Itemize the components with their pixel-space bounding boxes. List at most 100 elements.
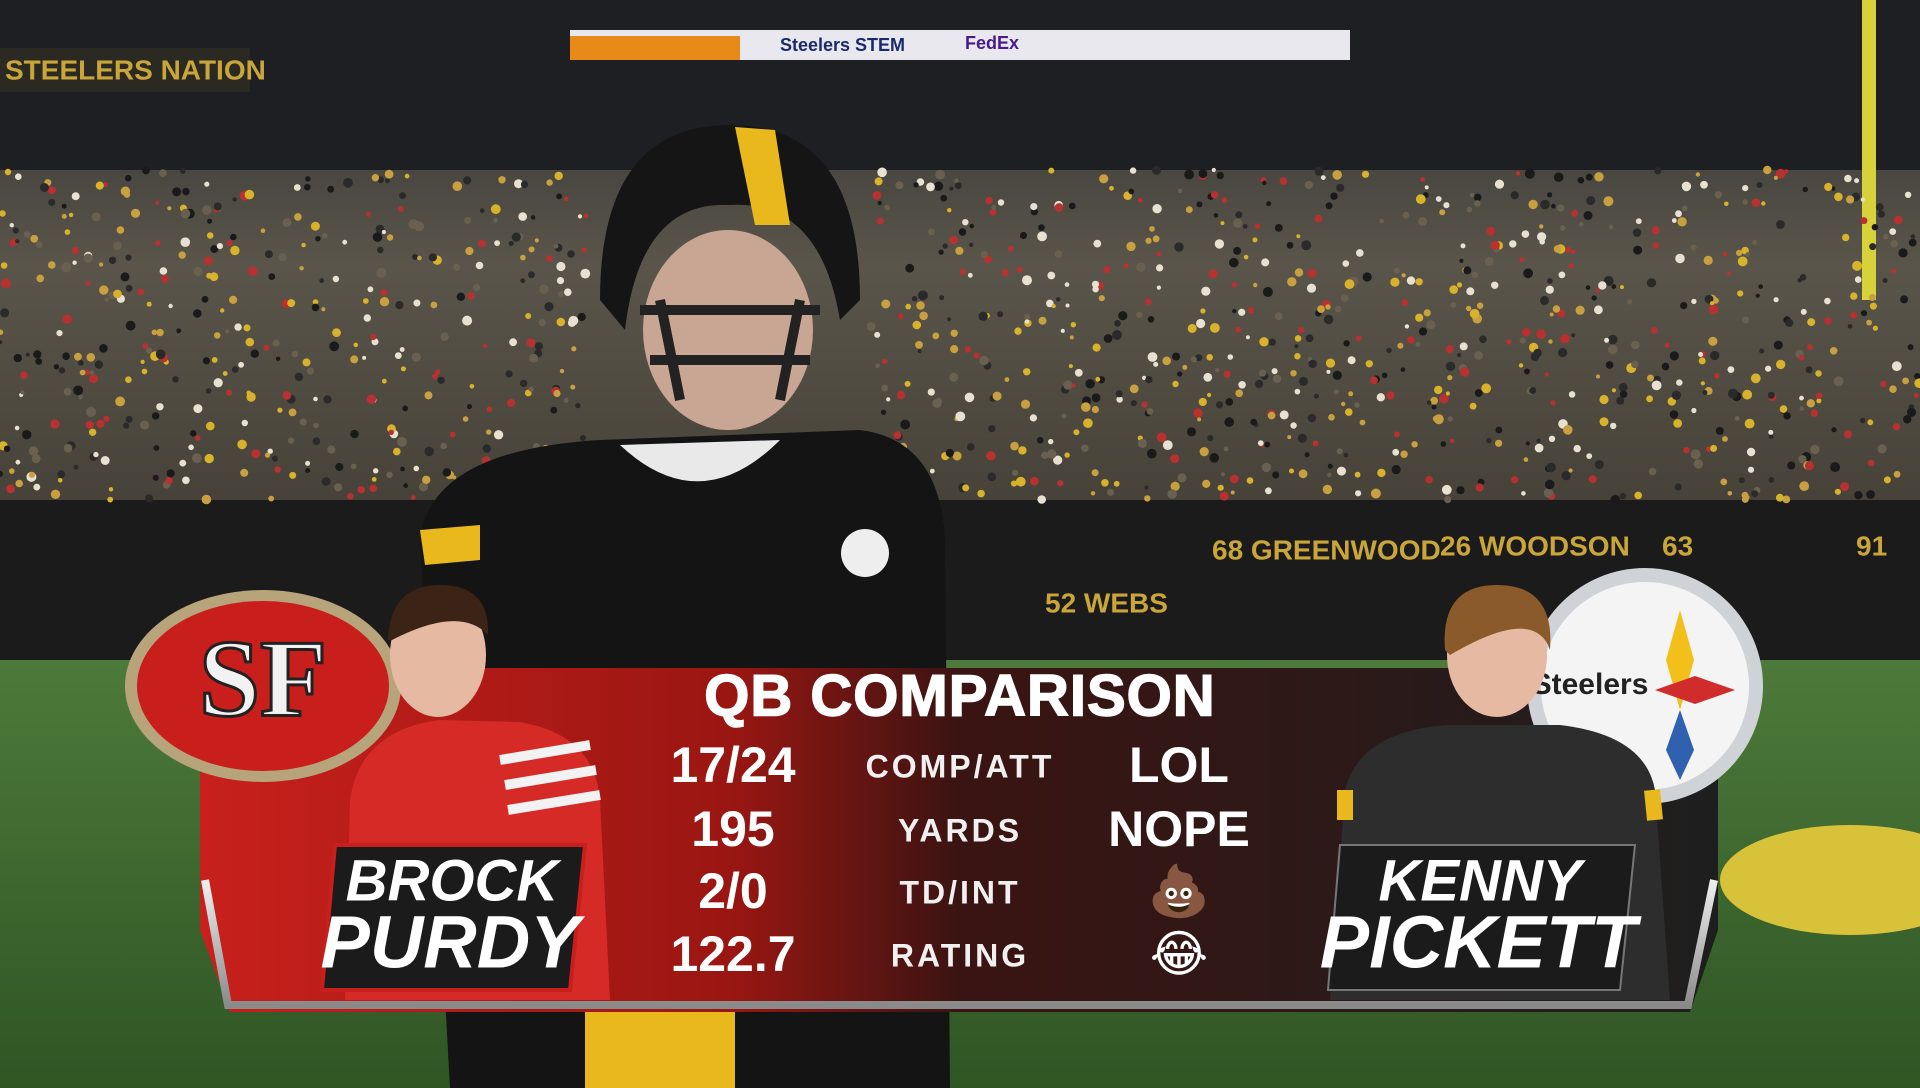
fan bbox=[1773, 297, 1779, 303]
fan bbox=[1691, 407, 1697, 414]
fan bbox=[1824, 182, 1833, 192]
fan bbox=[1898, 248, 1908, 258]
fan bbox=[1631, 340, 1640, 350]
fan bbox=[575, 402, 581, 409]
fan bbox=[1010, 480, 1018, 487]
fan bbox=[1370, 488, 1381, 499]
fan bbox=[1046, 299, 1054, 308]
fan bbox=[1411, 441, 1418, 448]
fan bbox=[1328, 414, 1335, 421]
fan bbox=[1510, 191, 1519, 200]
fan bbox=[1806, 399, 1816, 408]
fan bbox=[234, 323, 242, 331]
fan bbox=[1810, 409, 1819, 417]
fan bbox=[1860, 217, 1868, 225]
fan bbox=[881, 299, 891, 309]
fan bbox=[226, 389, 233, 396]
fan bbox=[1599, 417, 1609, 427]
fan bbox=[146, 301, 152, 307]
fan bbox=[1703, 255, 1713, 265]
fan bbox=[1904, 191, 1912, 198]
fan bbox=[370, 333, 377, 341]
fan bbox=[1061, 413, 1067, 419]
fan bbox=[86, 407, 97, 417]
fan bbox=[36, 274, 44, 283]
fan bbox=[1815, 392, 1823, 400]
team-logo bbox=[137, 601, 389, 771]
fan bbox=[1661, 362, 1670, 371]
fan bbox=[1495, 439, 1503, 447]
fan bbox=[1603, 276, 1614, 286]
fan bbox=[1010, 441, 1019, 451]
fan bbox=[529, 353, 539, 363]
fan bbox=[1474, 389, 1483, 397]
fan bbox=[1307, 268, 1317, 278]
fan bbox=[35, 241, 43, 248]
fan bbox=[1099, 174, 1109, 184]
fan bbox=[905, 303, 911, 310]
fan bbox=[1893, 215, 1903, 225]
fan bbox=[912, 320, 922, 330]
fan bbox=[1322, 484, 1333, 495]
fan bbox=[550, 406, 558, 414]
player-first-name: BROCK bbox=[346, 848, 563, 913]
fan bbox=[1785, 318, 1794, 327]
fan bbox=[1177, 188, 1183, 194]
fan bbox=[1206, 354, 1213, 361]
fan bbox=[1722, 436, 1728, 442]
fan bbox=[1850, 292, 1858, 300]
fan bbox=[1149, 226, 1155, 232]
fan bbox=[1219, 491, 1229, 501]
fan bbox=[1776, 220, 1785, 229]
fan bbox=[1415, 278, 1423, 286]
fan bbox=[1081, 444, 1089, 452]
fan bbox=[166, 469, 175, 478]
hypocycloid bbox=[1655, 676, 1735, 704]
fan bbox=[1425, 475, 1433, 484]
fan bbox=[1342, 260, 1350, 267]
fan bbox=[1107, 488, 1115, 496]
fan bbox=[294, 372, 304, 381]
fan bbox=[1068, 202, 1076, 210]
fan bbox=[1877, 210, 1885, 218]
fan bbox=[1245, 335, 1250, 340]
fan bbox=[73, 385, 83, 396]
fan bbox=[1726, 271, 1732, 276]
helmet bbox=[600, 125, 860, 330]
fan bbox=[440, 442, 447, 450]
fan bbox=[1882, 278, 1888, 283]
fan bbox=[1172, 352, 1181, 361]
fan bbox=[932, 398, 942, 408]
fan bbox=[93, 451, 99, 458]
fan bbox=[967, 272, 973, 278]
fan bbox=[935, 169, 945, 180]
fan bbox=[275, 356, 281, 361]
fan bbox=[479, 208, 485, 213]
fan bbox=[1783, 412, 1791, 420]
fan bbox=[413, 299, 421, 307]
fan bbox=[508, 240, 514, 247]
fan bbox=[954, 182, 962, 190]
fan bbox=[79, 369, 86, 376]
fan bbox=[120, 272, 130, 282]
fan bbox=[950, 329, 958, 337]
fan bbox=[1594, 172, 1604, 182]
fan bbox=[434, 369, 441, 376]
fan bbox=[381, 378, 387, 384]
fan bbox=[1604, 337, 1610, 343]
fan bbox=[1114, 320, 1121, 327]
fan bbox=[1220, 472, 1225, 477]
fan bbox=[1763, 165, 1772, 175]
fan bbox=[1142, 375, 1147, 380]
fan bbox=[264, 250, 273, 259]
fan bbox=[1071, 383, 1076, 388]
fan bbox=[1308, 359, 1317, 369]
fan bbox=[125, 376, 132, 384]
fan bbox=[319, 278, 325, 284]
fan bbox=[1914, 373, 1920, 380]
fan bbox=[1610, 494, 1620, 505]
fan bbox=[1294, 268, 1304, 277]
fan bbox=[428, 253, 437, 262]
fan bbox=[494, 240, 500, 247]
fan bbox=[123, 191, 131, 198]
